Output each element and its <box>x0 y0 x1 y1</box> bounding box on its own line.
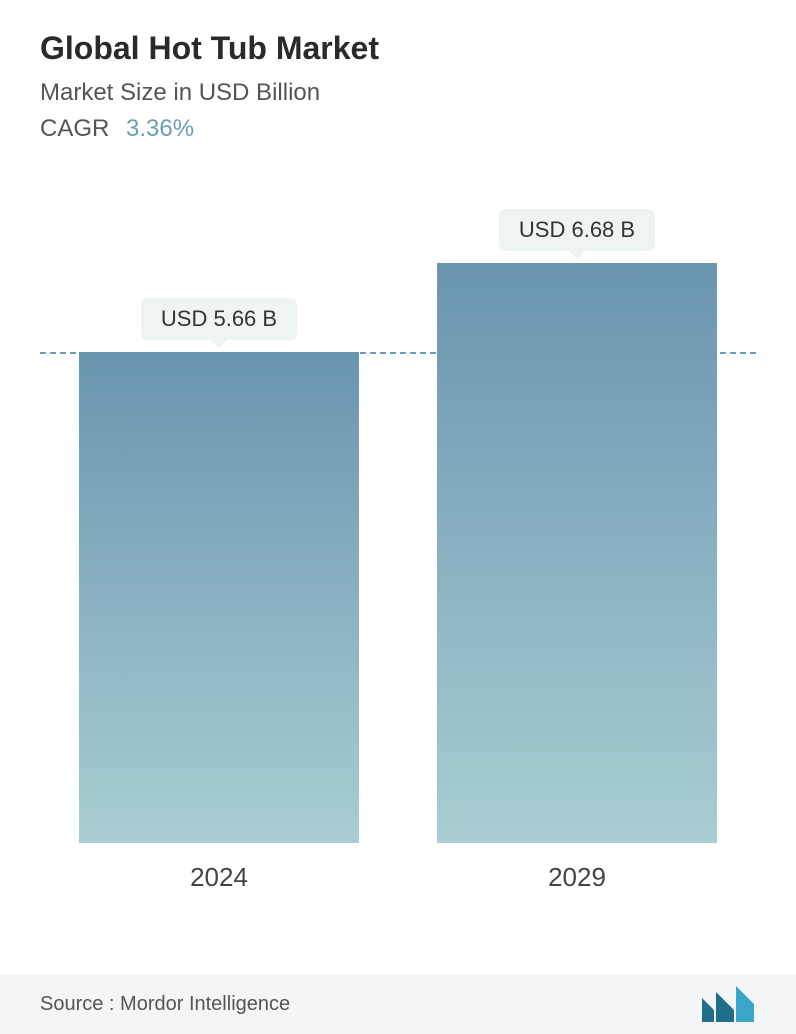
bar-1 <box>437 263 717 843</box>
x-label-0: 2024 <box>190 862 248 893</box>
bar-group-1: USD 6.68 B <box>437 209 717 843</box>
logo-shape-right <box>736 986 754 1022</box>
chart-area: USD 5.66 B USD 6.68 B 2024 2029 <box>40 203 756 903</box>
bars-container: USD 5.66 B USD 6.68 B <box>40 203 756 843</box>
x-axis-labels: 2024 2029 <box>40 848 756 893</box>
bar-group-0: USD 5.66 B <box>79 298 359 843</box>
bar-value-label-0: USD 5.66 B <box>141 298 297 340</box>
chart-footer: Source : Mordor Intelligence <box>0 974 796 1034</box>
x-label-1: 2029 <box>548 862 606 893</box>
logo-shape-mid <box>716 992 734 1022</box>
cagr-row: CAGR 3.36% <box>40 115 756 143</box>
cagr-label: CAGR <box>40 115 109 142</box>
chart-title: Global Hot Tub Market <box>40 30 756 67</box>
chart-header: Global Hot Tub Market Market Size in USD… <box>0 0 796 143</box>
logo-shape-left <box>702 998 714 1022</box>
chart-subtitle: Market Size in USD Billion <box>40 79 756 107</box>
bar-0 <box>79 352 359 843</box>
cagr-value: 3.36% <box>126 115 194 142</box>
source-text: Source : Mordor Intelligence <box>40 993 290 1016</box>
bar-value-label-1: USD 6.68 B <box>499 209 655 251</box>
brand-logo-icon <box>700 984 756 1024</box>
